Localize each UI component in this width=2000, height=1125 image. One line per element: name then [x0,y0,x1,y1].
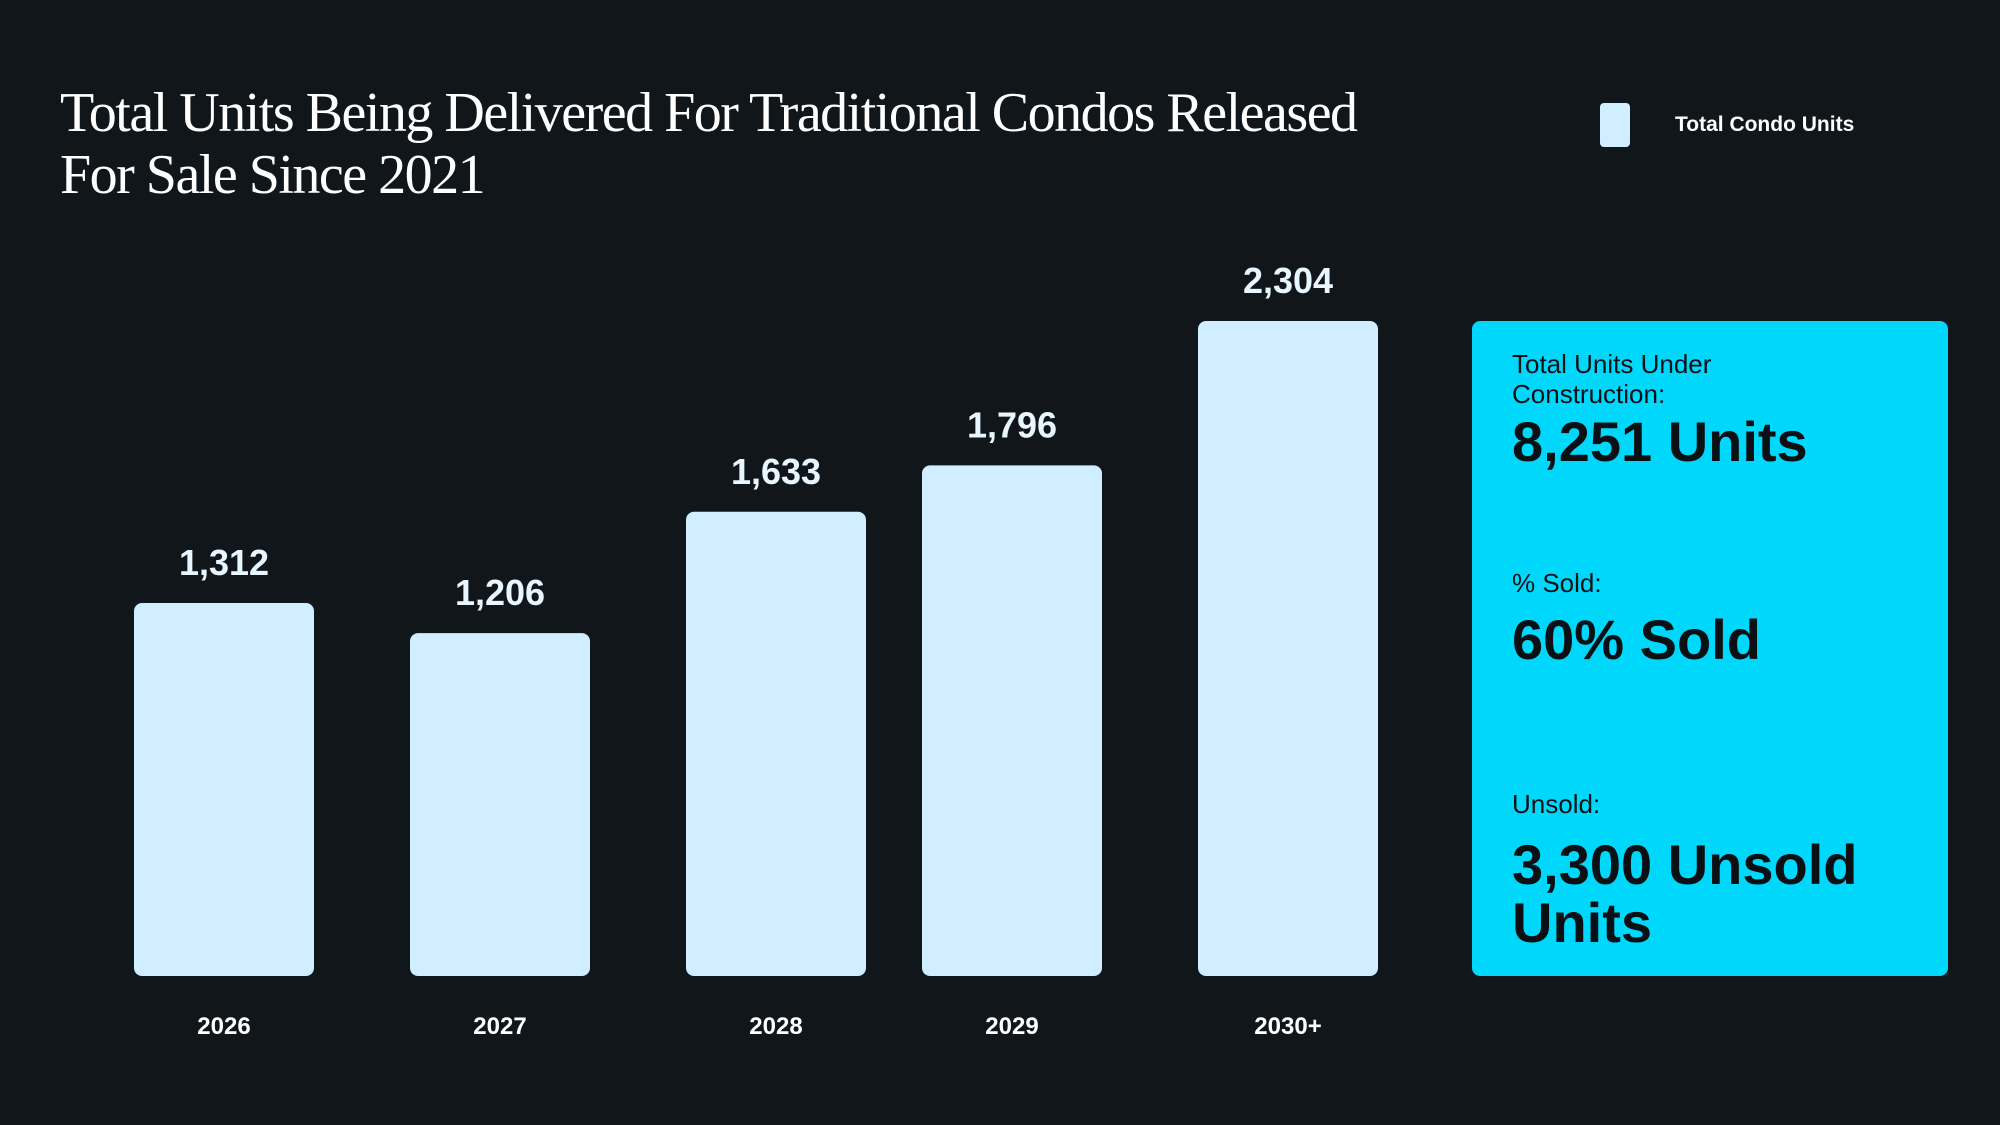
chart-title: Total Units Being Delivered For Traditio… [60,82,1358,206]
value-label-2027: 1,206 [455,572,545,613]
bar-2029 [922,465,1102,976]
legend-swatch [1600,103,1630,147]
bar-2026 [134,603,314,976]
under-construction-label: Total Units Under Construction: [1512,349,1712,409]
value-label-2028: 1,633 [731,451,821,492]
under-construction-value: 8,251 Units [1512,410,1808,473]
category-label-2029: 2029 [985,1013,1038,1040]
bar-chart: 1,312 2026 1,206 2027 1,633 2028 1,796 2029 2,30… [134,260,1378,1040]
sold-label: % Sold: [1512,568,1602,598]
value-label-2026: 1,312 [179,542,269,583]
category-label-2026: 2026 [197,1013,250,1040]
unsold-label: Unsold: [1512,789,1601,819]
value-label-2029: 1,796 [967,404,1057,445]
value-label-2030+: 2,304 [1243,260,1333,301]
bar-2028 [686,511,866,976]
summary-panel: Total Units Under Construction: 8,251 Un… [1472,321,1948,976]
legend-label: Total Condo Units [1675,113,1855,136]
sold-value: 60% Sold [1512,608,1761,671]
bar-2030+ [1198,321,1378,976]
unsold-value: 3,300 Unsold Units [1512,833,1858,954]
category-label-2027: 2027 [473,1013,526,1040]
legend: Total Condo Units [1600,103,1854,147]
category-label-2028: 2028 [749,1013,802,1040]
bar-2027 [410,633,590,976]
category-label-2030+: 2030+ [1254,1013,1321,1040]
